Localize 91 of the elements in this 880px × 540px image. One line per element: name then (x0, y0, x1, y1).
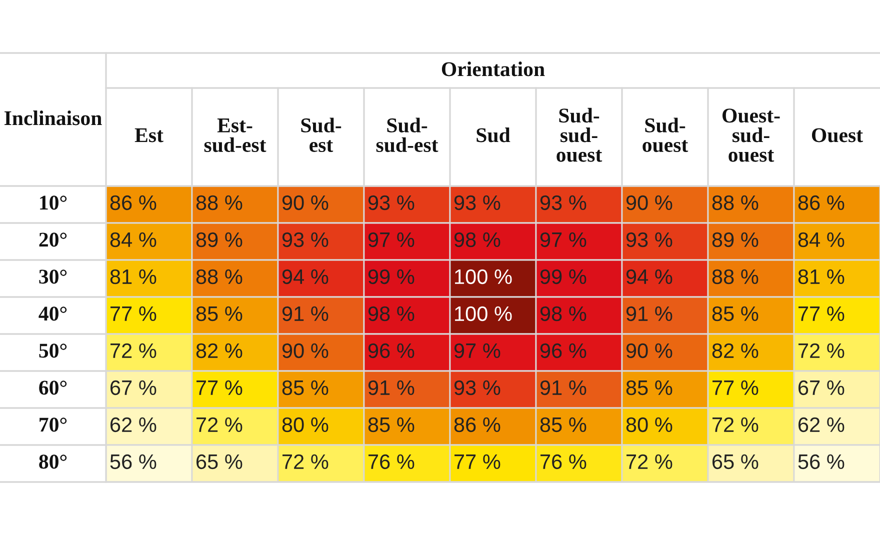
x-tick-label: Ouest- sud- ouest (722, 108, 780, 162)
data-label: 99 % (368, 269, 414, 284)
data-label: 88 % (196, 195, 242, 210)
data-label: 100 % (455, 269, 512, 284)
data-label: 72 % (712, 417, 758, 432)
data-label: 86 % (454, 417, 500, 432)
data-label: 77 % (110, 306, 156, 322)
data-label: 72 % (110, 343, 156, 358)
data-label: 80 % (282, 417, 328, 432)
data-label: 85 % (712, 306, 758, 322)
data-label: 93 % (368, 195, 414, 210)
y-tick-label: 50° (39, 344, 67, 358)
x-tick-label: Est- sud-est (204, 118, 266, 152)
data-label: 84 % (110, 232, 156, 248)
data-label: 98 % (454, 232, 500, 248)
data-label: 98 % (540, 306, 586, 322)
data-label: 84 % (798, 232, 844, 248)
data-label: 85 % (282, 380, 328, 396)
data-label: 85 % (368, 417, 414, 432)
data-label: 94 % (626, 269, 672, 284)
data-label: 81 % (798, 269, 844, 284)
data-label: 72 % (626, 454, 672, 470)
data-label: 96 % (368, 343, 414, 358)
y-tick-label: 80° (39, 454, 67, 469)
y-axis-title: Inclinaison (4, 110, 102, 126)
data-label: 90 % (626, 195, 672, 210)
data-label: 86 % (110, 195, 156, 210)
data-label: 56 % (798, 454, 844, 470)
data-label: 90 % (626, 343, 672, 358)
data-label: 62 % (110, 417, 156, 432)
y-tick-label: 30° (39, 270, 67, 284)
data-label: 93 % (282, 232, 328, 248)
x-tick-label: Ouest (812, 128, 863, 142)
data-label: 91 % (540, 380, 586, 396)
data-label: 93 % (454, 195, 500, 210)
data-label: 81 % (110, 269, 156, 284)
data-label: 77 % (196, 380, 242, 396)
data-label: 77 % (712, 380, 758, 396)
data-label: 88 % (196, 269, 242, 284)
y-tick-label: 70° (40, 418, 67, 432)
data-label: 72 % (196, 417, 242, 432)
data-label: 67 % (798, 380, 844, 396)
x-tick-label: Sud- ouest (642, 118, 688, 152)
data-label: 97 % (454, 343, 500, 358)
data-label: 85 % (196, 306, 242, 322)
data-label: 82 % (196, 343, 242, 358)
data-label: 97 % (540, 232, 586, 248)
data-label: 65 % (712, 454, 758, 470)
data-label: 56 % (110, 454, 156, 470)
data-label: 82 % (712, 343, 758, 358)
data-label: 90 % (282, 343, 328, 358)
data-label: 99 % (540, 269, 586, 284)
y-tick-label: 10° (40, 196, 67, 210)
data-label: 93 % (626, 232, 672, 248)
data-label: 72 % (798, 343, 844, 358)
data-label: 91 % (368, 380, 414, 396)
data-label: 67 % (110, 380, 156, 396)
data-label: 90 % (282, 195, 328, 210)
data-label: 76 % (368, 454, 414, 470)
data-label: 76 % (540, 454, 586, 470)
data-label: 97 % (368, 232, 414, 248)
data-label: 77 % (798, 306, 844, 322)
x-tick-label: Sud- est (301, 118, 342, 152)
data-label: 85 % (626, 380, 672, 396)
data-label: 88 % (712, 269, 758, 284)
chart-title: Orientation (442, 62, 545, 76)
data-label: 100 % (455, 306, 512, 322)
x-tick-label: Sud (476, 128, 510, 142)
data-label: 89 % (712, 232, 758, 248)
data-label: 86 % (798, 195, 844, 210)
x-tick-label: Sud- sud- ouest (556, 108, 602, 162)
data-label: 62 % (798, 417, 844, 432)
data-label: 94 % (282, 269, 328, 284)
x-tick-label: Sud- sud-est (376, 118, 438, 152)
data-label: 72 % (282, 454, 328, 470)
data-label: 88 % (712, 195, 758, 210)
data-label: 85 % (540, 417, 586, 432)
y-tick-label: 60° (39, 380, 67, 395)
y-tick-label: 40° (38, 306, 67, 321)
data-label: 96 % (540, 343, 586, 358)
data-label: 93 % (454, 380, 500, 396)
data-label: 89 % (196, 232, 242, 248)
y-tick-label: 20° (39, 232, 67, 247)
data-label: 98 % (368, 306, 414, 322)
x-tick-label: Est (134, 128, 164, 142)
data-label: 77 % (454, 454, 500, 470)
data-label: 91 % (626, 306, 672, 322)
data-label: 65 % (196, 454, 242, 470)
data-label: 91 % (282, 306, 328, 322)
data-label: 80 % (626, 417, 672, 432)
data-label: 93 % (540, 195, 586, 210)
